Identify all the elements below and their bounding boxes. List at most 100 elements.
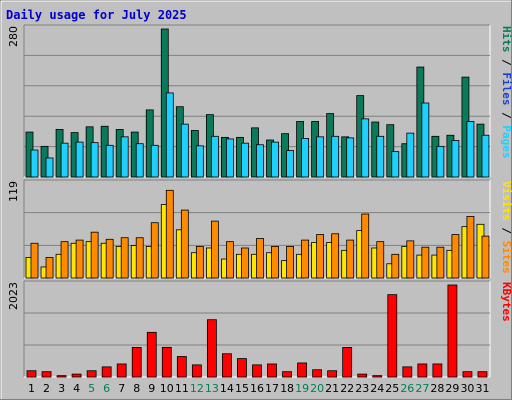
day-label-26: 26 [400, 382, 414, 395]
bar-pages-day-14 [226, 138, 234, 178]
bar-sites-day-6 [105, 238, 114, 279]
bar-pages-day-8 [135, 143, 144, 178]
day-label-14: 14 [220, 382, 234, 395]
bar-sites-day-25 [391, 253, 400, 279]
bar-kbytes-day-29 [447, 284, 458, 378]
bar-kbytes-day-24 [372, 375, 383, 378]
legend-segment: / [500, 221, 512, 241]
bar-pages-day-31 [481, 134, 490, 178]
legend-segment: Pages [500, 125, 512, 158]
bar-sites-day-8 [135, 237, 144, 279]
bar-sites-day-16 [256, 238, 264, 279]
bar-pages-day-19 [301, 138, 309, 178]
bar-kbytes-day-8 [131, 347, 142, 378]
bar-pages-day-2 [45, 157, 54, 178]
bar-sites-day-10 [165, 189, 174, 279]
bar-kbytes-day-10 [161, 346, 172, 378]
bar-kbytes-day-18 [282, 371, 292, 378]
panel-2: 119 Visits / Sites [7, 179, 512, 279]
bar-kbytes-day-1 [26, 370, 37, 378]
day-label-29: 29 [445, 382, 459, 395]
day-label-21: 21 [325, 382, 339, 395]
chart-title: Daily usage for July 2025 [6, 8, 187, 22]
day-label-1: 1 [28, 382, 35, 395]
bar-kbytes-day-2 [41, 371, 52, 378]
bar-sites-day-21 [331, 233, 340, 279]
bar-kbytes-day-14 [222, 353, 232, 378]
bar-sites-day-2 [45, 257, 54, 279]
bar-kbytes-day-17 [267, 363, 277, 378]
bar-pages-day-6 [105, 144, 114, 178]
day-label-11: 11 [175, 382, 189, 395]
bar-kbytes-day-15 [237, 358, 247, 378]
day-label-5: 5 [88, 382, 95, 395]
bar-kbytes-day-23 [357, 373, 368, 378]
bar-sites-day-4 [75, 239, 84, 279]
bar-sites-day-14 [226, 241, 234, 279]
legend-segment: / [500, 53, 512, 73]
day-label-10: 10 [160, 382, 174, 395]
panel-1: 280 Hits / Files / Pages [7, 24, 512, 178]
bar-pages-day-5 [90, 142, 99, 178]
bar-kbytes-day-30 [462, 371, 473, 378]
bar-sites-day-31 [481, 235, 490, 279]
bar-hits-day-25 [386, 124, 395, 178]
bar-sites-day-15 [241, 247, 249, 279]
day-label-30: 30 [460, 382, 474, 395]
bar-pages-day-20 [316, 136, 325, 178]
bar-sites-day-23 [361, 213, 370, 279]
day-label-16: 16 [250, 382, 264, 395]
bar-pages-day-4 [75, 141, 84, 178]
bar-sites-day-9 [150, 222, 159, 279]
bar-pages-day-30 [466, 121, 475, 178]
bar-kbytes-day-25 [387, 294, 398, 378]
bar-sites-day-22 [346, 239, 355, 279]
day-label-7: 7 [118, 382, 125, 395]
bar-sites-day-19 [301, 239, 309, 279]
bar-hits-day-9 [145, 109, 154, 178]
day-label-9: 9 [148, 382, 155, 395]
day-label-28: 28 [430, 382, 444, 395]
bar-pages-day-25 [391, 151, 400, 178]
bar-sites-day-17 [271, 246, 279, 279]
day-label-31: 31 [475, 382, 489, 395]
day-label-17: 17 [265, 382, 279, 395]
bar-sites-day-29 [451, 234, 460, 279]
bar-pages-day-18 [286, 150, 294, 178]
day-label-4: 4 [73, 382, 80, 395]
bar-kbytes-day-16 [252, 364, 262, 378]
day-label-24: 24 [370, 382, 384, 395]
bar-kbytes-day-21 [327, 370, 338, 378]
panel-side-legend: Hits / Files / Pages [500, 26, 512, 159]
bar-kbytes-day-19 [297, 362, 307, 378]
bar-sites-day-7 [120, 237, 129, 279]
bar-sites-day-28 [436, 246, 445, 279]
bar-kbytes-day-7 [116, 363, 127, 378]
bar-kbytes-day-28 [432, 363, 443, 378]
bar-pages-day-28 [436, 145, 445, 178]
bar-pages-day-15 [241, 142, 249, 178]
bar-sites-day-12 [195, 246, 204, 279]
bar-kbytes-day-4 [71, 373, 82, 378]
bar-sites-day-3 [60, 241, 69, 279]
bar-pages-day-3 [60, 142, 69, 178]
day-label-22: 22 [340, 382, 354, 395]
legend-segment: / [500, 106, 512, 126]
day-label-12: 12 [190, 382, 204, 395]
bar-pages-day-12 [195, 145, 204, 178]
bar-kbytes-day-3 [56, 375, 67, 378]
panel-plot-area [24, 281, 490, 377]
day-label-3: 3 [58, 382, 65, 395]
legend-segment: Visits [500, 181, 512, 221]
bar-pages-day-11 [180, 123, 189, 178]
day-label-13: 13 [205, 382, 219, 395]
bar-pages-day-23 [361, 118, 370, 178]
bar-sites-day-27 [421, 246, 430, 279]
bar-sites-day-5 [90, 231, 99, 279]
day-label-18: 18 [280, 382, 294, 395]
bar-sites-day-24 [376, 241, 385, 279]
bar-pages-day-10 [165, 92, 174, 178]
day-label-8: 8 [133, 382, 140, 395]
panel-3: 2023 KBytes [7, 280, 512, 378]
